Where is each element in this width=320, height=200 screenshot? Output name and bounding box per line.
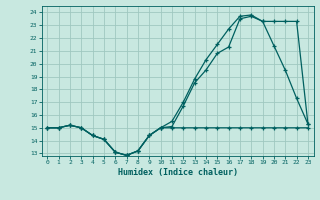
X-axis label: Humidex (Indice chaleur): Humidex (Indice chaleur) <box>118 168 237 177</box>
